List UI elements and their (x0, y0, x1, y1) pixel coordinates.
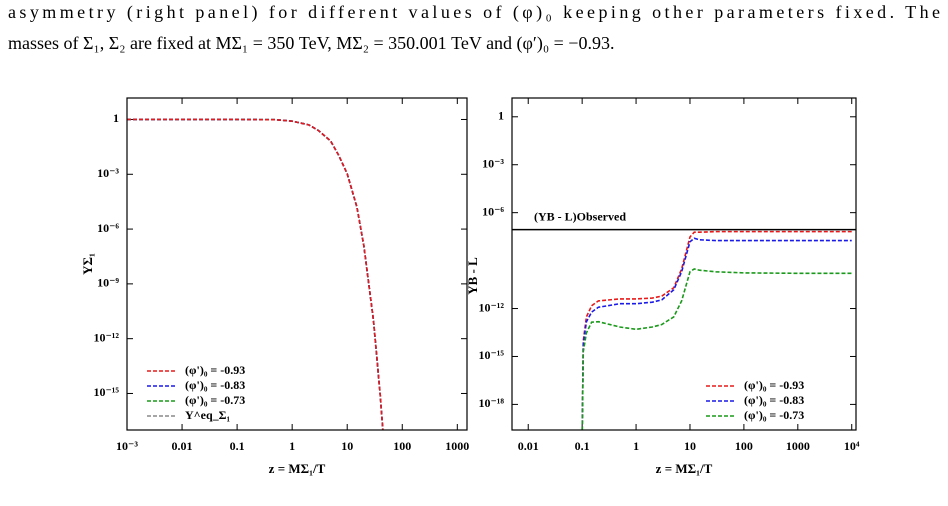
x-tick-label: 0.01 (172, 439, 193, 453)
y-axis-label: YB - L (465, 257, 480, 295)
y-tick-label: 10⁻¹² (93, 330, 119, 344)
caption-line: asymmetry (right panel) for different va… (8, 2, 940, 23)
x-tick-label: 10 (684, 439, 696, 453)
y-axis-label: YΣ₁ (80, 253, 95, 275)
legend-label: (φ')₀ = -0.83 (185, 378, 245, 392)
series-line (581, 268, 852, 430)
x-tick-label: 0.1 (575, 439, 590, 453)
y-tick-label: 10⁻⁹ (97, 276, 119, 290)
plot-area (581, 230, 852, 430)
x-tick-label: 1 (633, 439, 639, 453)
y-tick-label: 10⁻¹² (478, 300, 504, 314)
x-tick-label: 100 (735, 439, 753, 453)
x-tick-label: 1000 (786, 439, 810, 453)
x-tick-label: 0.01 (518, 439, 539, 453)
x-tick-label: 1 (289, 439, 295, 453)
series-line (127, 118, 384, 430)
legend-label: Y^eq_Σ₁ (185, 408, 230, 422)
caption-line: masses of Σ₁, Σ₂ are fixed at MΣ₁ = 350 … (8, 33, 614, 54)
y-tick-label: 10⁻³ (482, 156, 504, 170)
y-tick-label: 10⁻⁶ (97, 221, 119, 235)
y-tick-label: 1 (113, 111, 119, 125)
series-line (127, 118, 384, 430)
x-tick-label: 10⁻³ (116, 439, 138, 453)
series-line (127, 118, 384, 430)
y-tick-label: 10⁻¹⁵ (93, 385, 119, 399)
legend-label: (φ')₀ = -0.73 (185, 393, 245, 407)
legend-label: (φ')₀ = -0.93 (744, 378, 804, 392)
x-axis-label: z = MΣ₁/T (269, 461, 326, 476)
series-line (127, 118, 384, 430)
x-tick-label: 10 (341, 439, 353, 453)
x-tick-label: 100 (393, 439, 411, 453)
legend-label: (φ')₀ = -0.83 (744, 393, 804, 407)
annotation: (YB - L)Observed (534, 209, 626, 223)
y-tick-label: 10⁻¹⁵ (478, 348, 504, 362)
legend-label: (φ')₀ = -0.73 (744, 408, 804, 422)
y-tick-label: 10⁻³ (97, 166, 119, 180)
plot-area (127, 118, 384, 430)
plot-frame (511, 97, 857, 431)
y-tick-label: 1 (498, 109, 504, 123)
series-line (581, 230, 852, 430)
series-line (581, 237, 852, 430)
x-tick-label: 1000 (445, 439, 469, 453)
plot-frame (126, 97, 468, 431)
x-axis-label: z = MΣ₁/T (656, 461, 713, 476)
legend-label: (φ')₀ = -0.93 (185, 363, 245, 377)
y-tick-label: 10⁻¹⁸ (478, 396, 504, 410)
x-tick-label: 0.1 (230, 439, 245, 453)
y-tick-label: 10⁻⁶ (482, 204, 504, 218)
x-tick-label: 10⁴ (844, 439, 860, 453)
